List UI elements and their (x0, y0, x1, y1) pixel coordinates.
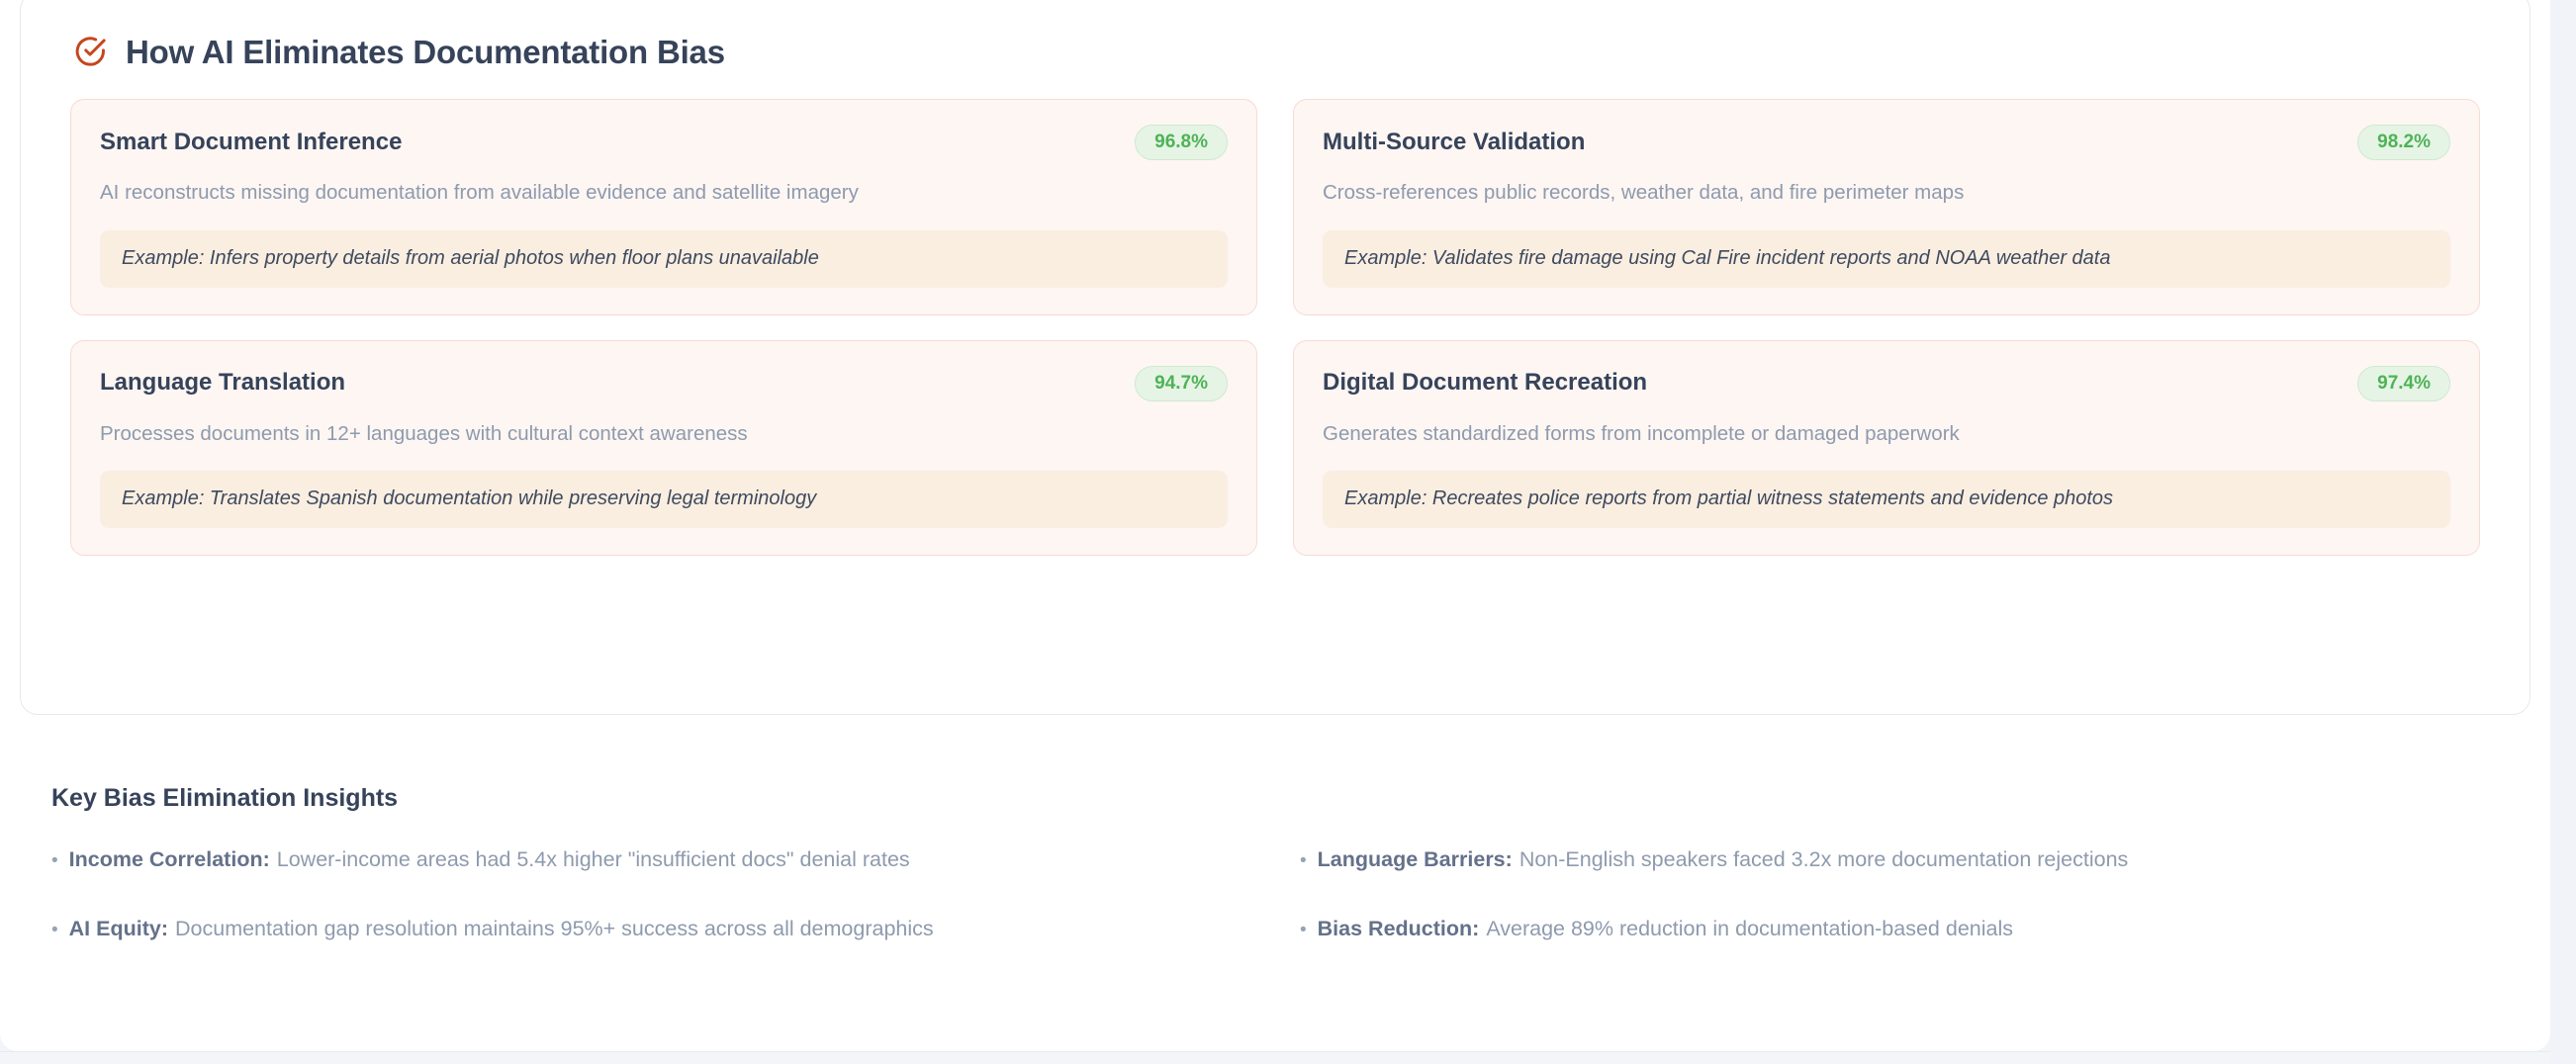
accuracy-badge: 94.7% (1135, 365, 1228, 401)
accuracy-badge: 96.8% (1135, 125, 1228, 160)
feature-description: AI reconstructs missing documentation fr… (100, 181, 859, 204)
bullet-icon: • (51, 919, 58, 940)
feature-card-header: Digital Document Recreation 97.4% (1323, 365, 2450, 401)
page-bottom-divider (0, 1051, 2550, 1064)
documentation-bias-section-card: How AI Eliminates Documentation Bias Sma… (20, 0, 2530, 715)
feature-example: Example: Validates fire damage using Cal… (1323, 229, 2450, 288)
feature-description: Processes documents in 12+ languages wit… (100, 421, 748, 445)
page-right-gutter (2550, 0, 2576, 1064)
insight-text: Non-English speakers faced 3.2x more doc… (1518, 847, 2129, 871)
insight-label: AI Equity: (68, 916, 168, 940)
insight-item-ai-equity: • AI Equity: Documentation gap resolution… (51, 916, 1250, 942)
page-title: How AI Eliminates Documentation Bias (126, 33, 725, 70)
bullet-icon: • (1300, 919, 1307, 940)
feature-example: Example: Infers property details from ae… (100, 229, 1228, 288)
feature-card-smart-document-inference[interactable]: Smart Document Inference 96.8% AI recons… (70, 99, 1257, 315)
feature-description: Generates standardized forms from incomp… (1323, 421, 1960, 445)
page-panel: How AI Eliminates Documentation Bias Sma… (0, 0, 2550, 1051)
insights-heading: Key Bias Elimination Insights (51, 784, 399, 812)
bullet-icon: • (1300, 850, 1307, 871)
feature-card-digital-document-recreation[interactable]: Digital Document Recreation 97.4% Genera… (1293, 339, 2480, 557)
accuracy-badge: 97.4% (2357, 365, 2450, 401)
insight-text: Documentation gap resolution maintains 9… (175, 916, 934, 940)
feature-title: Smart Document Inference (100, 128, 403, 155)
feature-card-header: Multi-Source Validation 98.2% (1323, 125, 2450, 160)
feature-example: Example: Recreates police reports from p… (1323, 471, 2450, 529)
feature-example: Example: Translates Spanish documentatio… (100, 471, 1228, 529)
feature-title: Language Translation (100, 369, 346, 397)
insight-label: Bias Reduction: (1317, 916, 1480, 940)
feature-card-multi-source-validation[interactable]: Multi-Source Validation 98.2% Cross-refe… (1293, 99, 2480, 315)
insight-text: Average 89% reduction in documentation-b… (1486, 916, 2013, 940)
key-insights-section: Key Bias Elimination Insights • Income C… (0, 786, 2550, 942)
feature-card-language-translation[interactable]: Language Translation 94.7% Processes doc… (70, 339, 1257, 557)
feature-card-header: Smart Document Inference 96.8% (100, 125, 1228, 160)
feature-grid: Smart Document Inference 96.8% AI recons… (21, 68, 2530, 557)
insight-item-bias-reduction: • Bias Reduction: Average 89% reduction i… (1300, 916, 2499, 942)
insight-label: Income Correlation: (68, 847, 270, 871)
bullet-icon: • (51, 850, 58, 871)
accuracy-badge: 98.2% (2357, 125, 2450, 160)
insights-grid: • Income Correlation: Lower-income areas … (51, 846, 2499, 942)
insight-item-language-barriers: • Language Barriers: Non-English speakers… (1300, 846, 2499, 873)
feature-card-header: Language Translation 94.7% (100, 365, 1228, 401)
insight-label: Language Barriers: (1317, 847, 1513, 871)
insight-text: Lower-income areas had 5.4x higher "insu… (276, 847, 910, 871)
feature-title: Multi-Source Validation (1323, 128, 1586, 155)
feature-title: Digital Document Recreation (1323, 369, 1648, 397)
circle-check-icon (75, 37, 106, 66)
feature-description: Cross-references public records, weather… (1323, 181, 1965, 204)
insight-item-income-correlation: • Income Correlation: Lower-income areas … (51, 846, 1250, 873)
section-header: How AI Eliminates Documentation Bias (21, 0, 2530, 68)
